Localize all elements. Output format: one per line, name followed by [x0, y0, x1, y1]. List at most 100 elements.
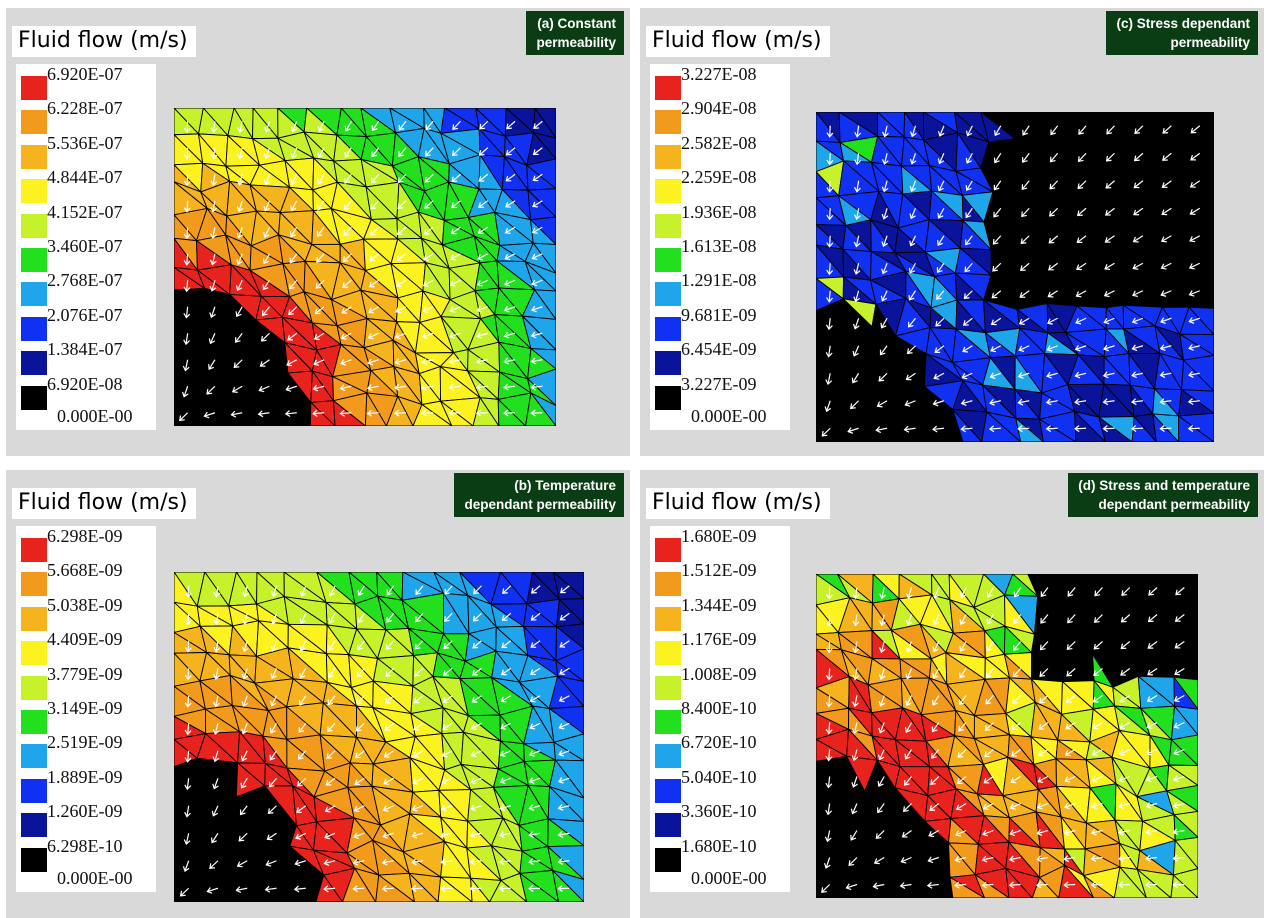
legend-item: 6.298E-10 — [16, 836, 156, 870]
legend-item: 2.259E-08 — [650, 167, 790, 201]
legend-swatch — [655, 386, 681, 410]
legend-swatch — [21, 351, 47, 375]
flow-field-plot — [174, 108, 556, 426]
legend-swatch — [655, 179, 681, 203]
legend-item: 1.260E-09 — [16, 801, 156, 835]
legend-swatch — [21, 248, 47, 272]
legend-item: 1.176E-09 — [650, 629, 790, 663]
legend-value: 1.680E-10 — [681, 836, 757, 857]
legend-item: 3.227E-09 — [650, 374, 790, 408]
panel-label: (b) Temperature dependant permeability — [454, 473, 624, 517]
legend-swatch — [655, 248, 681, 272]
legend-value: 3.460E-07 — [47, 236, 123, 257]
legend-item: 1.291E-08 — [650, 270, 790, 304]
panel-label: (c) Stress dependant permeability — [1106, 11, 1258, 55]
legend-value: 5.668E-09 — [47, 560, 123, 581]
panel-label: (a) Constant permeability — [526, 11, 624, 55]
legend-item: 1.936E-08 — [650, 202, 790, 236]
legend-min-value: 0.000E-00 — [691, 868, 767, 889]
legend-swatch — [21, 214, 47, 238]
legend-swatch — [655, 317, 681, 341]
legend-swatch — [655, 538, 681, 562]
legend-item: 3.779E-09 — [16, 664, 156, 698]
legend-item: 9.681E-09 — [650, 305, 790, 339]
legend-value: 6.298E-09 — [47, 526, 123, 547]
legend-value: 1.384E-07 — [47, 339, 123, 360]
flow-field-plot — [816, 574, 1198, 898]
legend-item: 6.720E-10 — [650, 732, 790, 766]
legend-swatch — [655, 282, 681, 306]
legend-value: 6.720E-10 — [681, 732, 757, 753]
legend-swatch — [21, 110, 47, 134]
legend-value: 5.038E-09 — [47, 595, 123, 616]
legend-swatch — [21, 572, 47, 596]
legend-item: 8.400E-10 — [650, 698, 790, 732]
legend-item: 6.920E-07 — [16, 64, 156, 98]
legend-swatch — [21, 386, 47, 410]
legend-swatch — [21, 607, 47, 631]
legend-swatch — [21, 282, 47, 306]
legend-swatch — [21, 76, 47, 100]
legend-swatch — [21, 744, 47, 768]
legend-value: 3.779E-09 — [47, 664, 123, 685]
legend-value: 1.176E-09 — [681, 629, 757, 650]
legend-value: 1.344E-09 — [681, 595, 757, 616]
legend-swatch — [655, 641, 681, 665]
legend-item: 1.613E-08 — [650, 236, 790, 270]
legend-min-value: 0.000E-00 — [691, 406, 767, 427]
legend-value: 4.409E-09 — [47, 629, 123, 650]
legend-value: 6.454E-09 — [681, 339, 757, 360]
legend-value: 1.936E-08 — [681, 202, 757, 223]
legend-value: 4.152E-07 — [47, 202, 123, 223]
legend-value: 1.008E-09 — [681, 664, 757, 685]
panel-a: Fluid flow (m/s) (a) Constant permeabili… — [6, 8, 630, 456]
legend-swatch — [21, 538, 47, 562]
panel-c: Fluid flow (m/s) (c) Stress dependant pe… — [640, 8, 1264, 456]
legend-item: 6.298E-09 — [16, 526, 156, 560]
legend-item: 1.680E-10 — [650, 836, 790, 870]
legend-title: Fluid flow (m/s) — [12, 26, 196, 57]
legend-item: 2.519E-09 — [16, 732, 156, 766]
legend-value: 3.227E-09 — [681, 374, 757, 395]
legend-item: 3.360E-10 — [650, 801, 790, 835]
legend-item: 2.768E-07 — [16, 270, 156, 304]
legend-value: 2.904E-08 — [681, 98, 757, 119]
legend-swatch — [655, 710, 681, 734]
legend-swatch — [21, 779, 47, 803]
legend-value: 5.536E-07 — [47, 133, 123, 154]
legend-value: 1.613E-08 — [681, 236, 757, 257]
legend-item: 5.668E-09 — [16, 560, 156, 594]
legend-swatch — [21, 641, 47, 665]
legend-item: 4.409E-09 — [16, 629, 156, 663]
panel-d: Fluid flow (m/s) (d) Stress and temperat… — [640, 470, 1264, 918]
legend-value: 2.076E-07 — [47, 305, 123, 326]
legend-title: Fluid flow (m/s) — [646, 488, 830, 519]
legend-value: 2.519E-09 — [47, 732, 123, 753]
legend-swatch — [655, 779, 681, 803]
legend-value: 1.889E-09 — [47, 767, 123, 788]
legend-swatch — [21, 676, 47, 700]
legend-value: 2.259E-08 — [681, 167, 757, 188]
legend-value: 3.149E-09 — [47, 698, 123, 719]
legend-swatch — [21, 317, 47, 341]
legend-item: 2.904E-08 — [650, 98, 790, 132]
legend-swatch — [655, 351, 681, 375]
legend-item: 5.040E-10 — [650, 767, 790, 801]
legend-swatch — [21, 179, 47, 203]
legend-value: 1.260E-09 — [47, 801, 123, 822]
legend-value: 9.681E-09 — [681, 305, 757, 326]
legend-item: 6.920E-08 — [16, 374, 156, 408]
legend-value: 6.228E-07 — [47, 98, 123, 119]
legend-item: 3.227E-08 — [650, 64, 790, 98]
legend-value: 3.360E-10 — [681, 801, 757, 822]
legend-item: 5.038E-09 — [16, 595, 156, 629]
legend-swatch — [655, 76, 681, 100]
legend-min-value: 0.000E-00 — [57, 868, 133, 889]
legend-value: 1.680E-09 — [681, 526, 757, 547]
legend-swatch — [655, 848, 681, 872]
legend-value: 6.298E-10 — [47, 836, 123, 857]
legend-value: 1.291E-08 — [681, 270, 757, 291]
